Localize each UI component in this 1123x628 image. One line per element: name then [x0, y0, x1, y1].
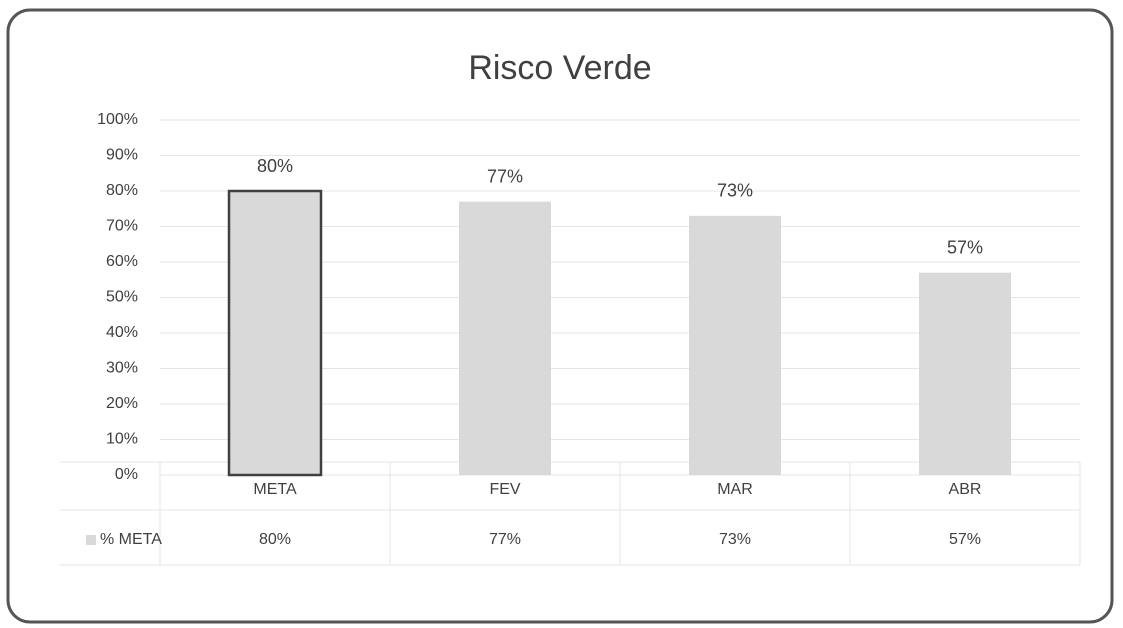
bar [459, 201, 551, 475]
x-tick-label: FEV [489, 481, 520, 498]
y-tick-label: 80% [106, 182, 138, 199]
bar [919, 272, 1011, 475]
y-tick-label: 0% [115, 466, 138, 483]
data-label: 80% [257, 156, 293, 176]
legend-key [86, 535, 96, 545]
y-tick-label: 50% [106, 289, 138, 306]
x-tick-label: ABR [949, 481, 982, 498]
table-value: 80% [259, 531, 291, 548]
table-value: 73% [719, 531, 751, 548]
y-tick-label: 10% [106, 431, 138, 448]
y-tick-label: 100% [97, 111, 138, 128]
y-tick-label: 20% [106, 395, 138, 412]
legend-label: % META [100, 531, 162, 548]
chart-title: Risco Verde [468, 49, 651, 87]
table-value: 77% [489, 531, 521, 548]
table-value: 57% [949, 531, 981, 548]
y-tick-label: 60% [106, 253, 138, 270]
y-tick-label: 70% [106, 218, 138, 235]
x-tick-label: META [253, 481, 297, 498]
bar [227, 189, 323, 477]
y-tick-label: 90% [106, 147, 138, 164]
y-tick-label: 30% [106, 360, 138, 377]
data-label: 73% [717, 181, 753, 201]
x-tick-label: MAR [717, 481, 753, 498]
data-label: 57% [947, 237, 983, 257]
bar [689, 215, 781, 475]
y-tick-label: 40% [106, 324, 138, 341]
data-label: 77% [487, 166, 523, 186]
